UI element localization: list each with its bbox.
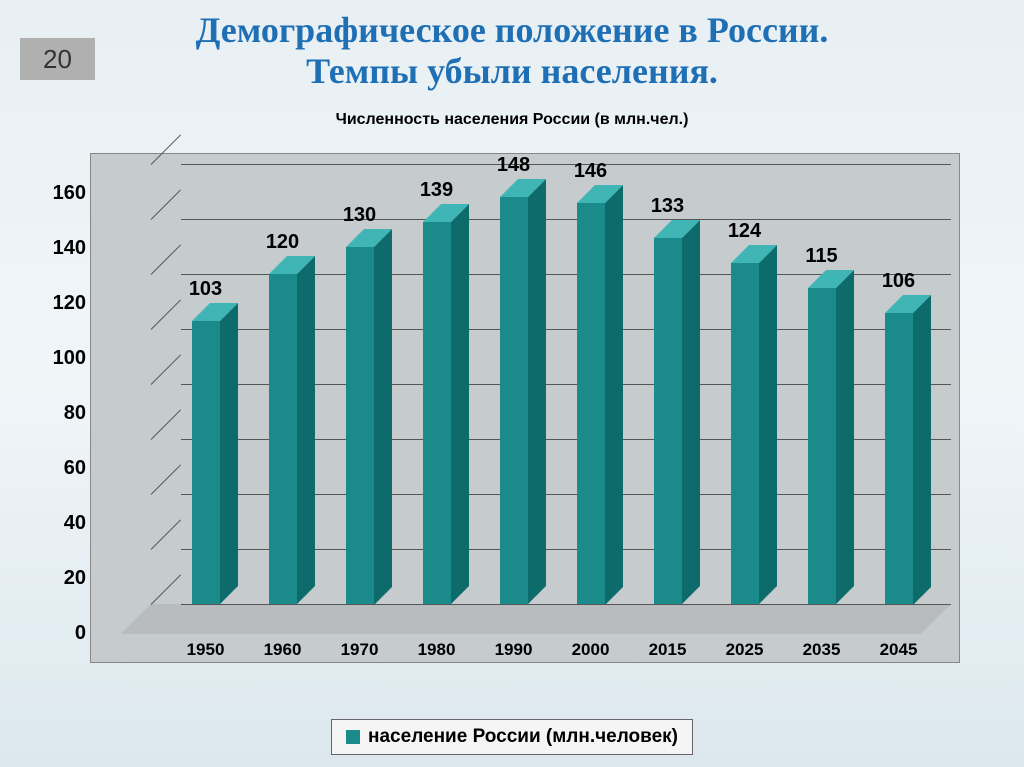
y-tick-label: 40 [41, 512, 86, 535]
bar-side [297, 256, 315, 604]
gridline-depth [151, 299, 181, 329]
y-tick-label: 160 [41, 182, 86, 205]
slide-title: Демографическое положение в России. Темп… [0, 0, 1024, 93]
y-tick-label: 20 [41, 567, 86, 590]
x-tick-label: 1950 [176, 640, 236, 660]
legend-label: население России (млн.человек) [368, 726, 678, 748]
x-tick-label: 2000 [561, 640, 621, 660]
title-line-1: Демографическое положение в России. [196, 10, 829, 50]
bar-value-label: 103 [176, 278, 236, 301]
bar-value-label: 130 [330, 204, 390, 227]
chart-title: Численность населения России (в млн.чел.… [0, 111, 1024, 129]
page-number-badge: 20 [20, 38, 95, 80]
y-tick-label: 100 [41, 347, 86, 370]
gridline-depth [151, 354, 181, 384]
y-tick-label: 0 [41, 622, 86, 645]
plot-area: 103120130139148146133124115106 195019601… [151, 164, 951, 634]
bar-side [913, 295, 931, 605]
bar-side [759, 245, 777, 604]
bar-value-label: 124 [715, 220, 775, 243]
y-tick-label: 140 [41, 237, 86, 260]
bar-value-label: 148 [484, 154, 544, 177]
gridline-depth [151, 409, 181, 439]
chart-floor [121, 604, 951, 634]
bar-front [654, 238, 682, 604]
bar-side [836, 270, 854, 604]
bar-side [528, 179, 546, 604]
gridline-depth [151, 189, 181, 219]
bar-front [885, 313, 913, 605]
x-tick-label: 2025 [715, 640, 775, 660]
bar-front [269, 274, 297, 604]
gridline [181, 219, 951, 220]
bar-value-label: 120 [253, 231, 313, 254]
bar-value-label: 146 [561, 160, 621, 183]
x-tick-label: 2035 [792, 640, 852, 660]
y-tick-label: 80 [41, 402, 86, 425]
bar-side [451, 204, 469, 604]
gridline-depth [151, 519, 181, 549]
x-tick-label: 1980 [407, 640, 467, 660]
x-tick-label: 1990 [484, 640, 544, 660]
legend-swatch [346, 730, 360, 744]
x-tick-label: 2045 [869, 640, 929, 660]
bar-front [577, 203, 605, 605]
bar-side [605, 185, 623, 605]
title-line-2: Темпы убыли населения. [306, 51, 718, 91]
bar-front [192, 321, 220, 604]
bar-side [682, 220, 700, 604]
y-tick-label: 120 [41, 292, 86, 315]
chart-area: 103 120 130 139 148 146 133 124 115 106 1950 1960 1… [90, 153, 960, 663]
bar-front [500, 197, 528, 604]
x-tick-label: 1970 [330, 640, 390, 660]
y-tick-label: 60 [41, 457, 86, 480]
gridline-depth [151, 464, 181, 494]
bar-value-label: 115 [792, 245, 852, 268]
bar-side [220, 303, 238, 604]
bar-value-label: 133 [638, 195, 698, 218]
chart-legend: население России (млн.человек) [331, 719, 693, 755]
bar-front [423, 222, 451, 604]
gridline-depth [151, 244, 181, 274]
gridline-depth [151, 574, 181, 604]
bar-front [346, 247, 374, 605]
gridline-depth [151, 134, 181, 164]
x-tick-label: 2015 [638, 640, 698, 660]
bar-value-label: 106 [869, 270, 929, 293]
bar-front [731, 263, 759, 604]
x-tick-label: 1960 [253, 640, 313, 660]
bar-value-label: 139 [407, 179, 467, 202]
bar-front [808, 288, 836, 604]
bar-side [374, 229, 392, 605]
